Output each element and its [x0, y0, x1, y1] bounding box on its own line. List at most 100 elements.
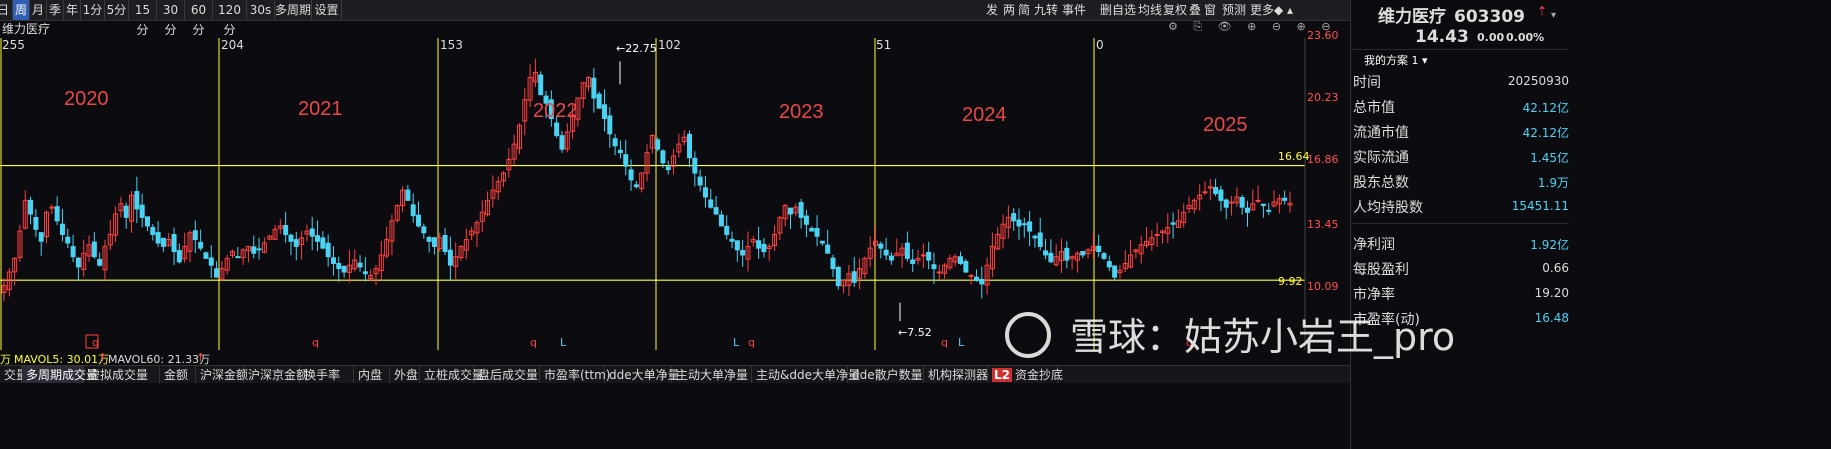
candle-body: [729, 238, 735, 242]
period-button-10[interactable]: 120分: [213, 0, 247, 37]
stock-code: 603309: [1454, 7, 1525, 27]
candle-body: [1213, 187, 1219, 195]
candle-body: [17, 230, 23, 258]
indicator-tab-3[interactable]: 金额: [160, 366, 196, 384]
toolbar-item-6[interactable]: 均线: [1138, 3, 1163, 17]
candle-body: [548, 99, 554, 119]
candle-body: [501, 172, 507, 182]
candle-body: [315, 235, 321, 242]
candle-body: [931, 264, 937, 270]
info-label: 每股盈利: [1353, 262, 1409, 278]
period-button-8[interactable]: 30分: [157, 0, 185, 37]
candle-body: [586, 77, 592, 88]
indicator-tab-1[interactable]: 多周期成交量: [22, 366, 98, 384]
candle-body: [1154, 233, 1160, 236]
period-button-1[interactable]: 周: [13, 0, 30, 20]
candle-body: [1101, 253, 1107, 259]
candle-body: [989, 245, 995, 270]
scheme-selector[interactable]: 我的方案 1 ▾: [1364, 54, 1428, 67]
candle-body: [1223, 199, 1229, 208]
indicator-tab-7[interactable]: 内盘: [354, 366, 390, 384]
indicator-tab-13[interactable]: 主动大单净量: [672, 366, 752, 384]
period-button-7[interactable]: 15分: [129, 0, 157, 37]
indicator-tab-8[interactable]: 外盘: [390, 366, 420, 384]
info-label: 股东总数: [1353, 175, 1409, 191]
candle-body: [692, 157, 698, 174]
indicator-tab-5[interactable]: 沪深京金额: [244, 366, 308, 384]
toolbar-item-7[interactable]: 复权: [1163, 3, 1188, 17]
candle-body: [1090, 245, 1096, 252]
info-row-1: 总市值 42.12亿: [1351, 93, 1569, 118]
signal-box: [85, 334, 99, 349]
toolbar-item-3[interactable]: 九转: [1034, 3, 1059, 17]
candle-body: [352, 259, 358, 270]
indicator-tab-6[interactable]: 换手率: [300, 366, 354, 384]
toolbar-item-9[interactable]: 窗: [1204, 3, 1217, 17]
candle-body: [44, 211, 50, 237]
candle-body: [1282, 197, 1288, 201]
candle-body: [1096, 245, 1102, 253]
indicator-tab-11[interactable]: 市盈率(ttm): [540, 366, 610, 384]
candle-body: [107, 233, 113, 246]
period-button-3[interactable]: 季: [47, 0, 64, 20]
stock-change-pct: 0.00%: [1506, 31, 1545, 44]
indicator-tab-17[interactable]: L2 资金抄底: [988, 366, 1063, 384]
indicator-tab-15[interactable]: dde散户数量: [848, 366, 924, 384]
candle-body: [198, 241, 204, 249]
candle-body: [809, 227, 815, 232]
candle-body: [1181, 211, 1187, 223]
period-button-6[interactable]: 5分: [105, 0, 129, 20]
candle-body: [6, 271, 12, 291]
period-button-9[interactable]: 60分: [185, 0, 213, 37]
info-row-2: 流通市值 42.12亿: [1351, 118, 1569, 143]
sidebar-more-icon[interactable]: ▾: [1551, 10, 1557, 21]
indicator-tab-10[interactable]: 盘后成交量: [474, 366, 540, 384]
candle-body: [968, 274, 974, 277]
candle-body: [830, 257, 836, 270]
toolbar-item-5[interactable]: 删自选: [1100, 3, 1137, 17]
indicator-tab-16[interactable]: 机构探测器: [924, 366, 988, 384]
candle-body: [357, 262, 363, 268]
toolbar-item-4[interactable]: 事件: [1062, 3, 1087, 17]
candle-body: [575, 97, 581, 120]
candle-body: [362, 271, 368, 275]
info-row-3: 实际流通 1.45亿: [1351, 143, 1569, 168]
signal-L: L: [958, 336, 965, 349]
sidebar-up-icon[interactable]: ⇡: [1537, 4, 1548, 18]
period-button-11[interactable]: 30s: [247, 0, 275, 20]
candle-body: [660, 150, 666, 164]
indicator-tab-0[interactable]: 交量: [0, 366, 28, 384]
toolbar-item-1[interactable]: 两: [1003, 3, 1016, 17]
stock-price: 14.43: [1415, 27, 1469, 47]
stock-change: 0.00: [1477, 31, 1505, 44]
candle-body: [580, 82, 586, 99]
indicator-tab-12[interactable]: dde大单净量: [605, 366, 680, 384]
indicator-tab-9[interactable]: 立桩成交量: [420, 366, 484, 384]
toolbar-item-0[interactable]: 发: [986, 3, 999, 17]
period-button-13[interactable]: 设置: [312, 0, 342, 20]
period-button-5[interactable]: 1分: [81, 0, 105, 20]
toolbar-item-10[interactable]: 预测: [1222, 3, 1247, 17]
candle-body: [166, 239, 172, 247]
period-button-12[interactable]: 多周期: [275, 0, 312, 20]
candle-body: [851, 271, 857, 283]
period-button-0[interactable]: 日: [0, 0, 13, 20]
chart-tool-icons[interactable]: ⚙ ⎘ 👁 ⊕ ⊖ ⊕ ⊖: [1168, 20, 1337, 33]
toolbar-item-8[interactable]: 叠: [1189, 3, 1202, 17]
candle-body: [750, 239, 756, 243]
candle-body: [1069, 256, 1075, 259]
candle-body: [1287, 202, 1293, 206]
candle-body: [761, 243, 767, 253]
toolbar-item-11[interactable]: 更多: [1250, 3, 1275, 17]
period-button-4[interactable]: 年: [64, 0, 81, 20]
indicator-tab-2[interactable]: 虚拟成交量: [84, 366, 160, 384]
toolbar-arrows-icon[interactable]: ◆ ▴: [1274, 3, 1294, 17]
candle-body: [1011, 213, 1017, 222]
indicator-tab-14[interactable]: 主动&dde大单净量: [752, 366, 860, 384]
candle-body: [81, 252, 87, 271]
toolbar-item-2[interactable]: 简: [1018, 3, 1031, 17]
period-button-2[interactable]: 月: [30, 0, 47, 20]
indicator-tab-4[interactable]: 沪深金额: [196, 366, 248, 384]
